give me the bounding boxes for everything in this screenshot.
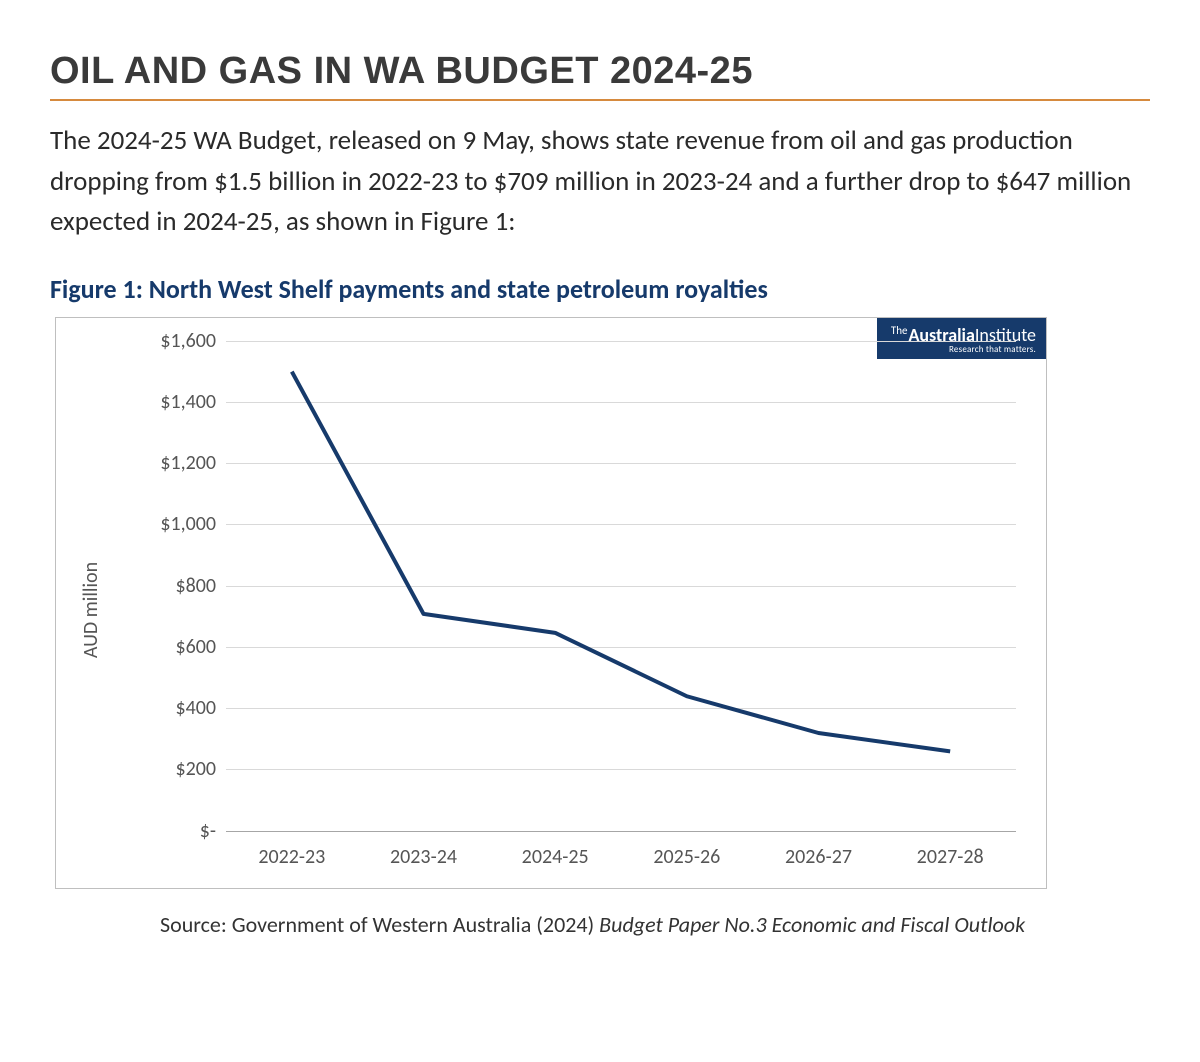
x-tick-label: 2026-27 [785,845,852,869]
page-title: OIL AND GAS IN WA BUDGET 2024-25 [50,50,1150,93]
chart-container: TheAustraliaInstitute Research that matt… [55,317,1047,889]
x-tick-label: 2027-28 [917,845,984,869]
chart-line [292,371,950,751]
x-tick-label: 2024-25 [522,845,589,869]
chart-line-svg [56,318,1016,833]
figure-title: Figure 1: North West Shelf payments and … [50,273,1150,305]
x-tick-label: 2025-26 [653,845,720,869]
source-title: Budget Paper No.3 Economic and Fiscal Ou… [599,911,1025,938]
source-line: Source: Government of Western Australia … [160,911,1150,938]
intro-paragraph: The 2024-25 WA Budget, released on 9 May… [50,121,1150,243]
x-tick-label: 2022-23 [258,845,325,869]
source-prefix: Source: Government of Western Australia … [160,911,599,938]
x-tick-label: 2023-24 [390,845,457,869]
title-divider [50,99,1150,101]
